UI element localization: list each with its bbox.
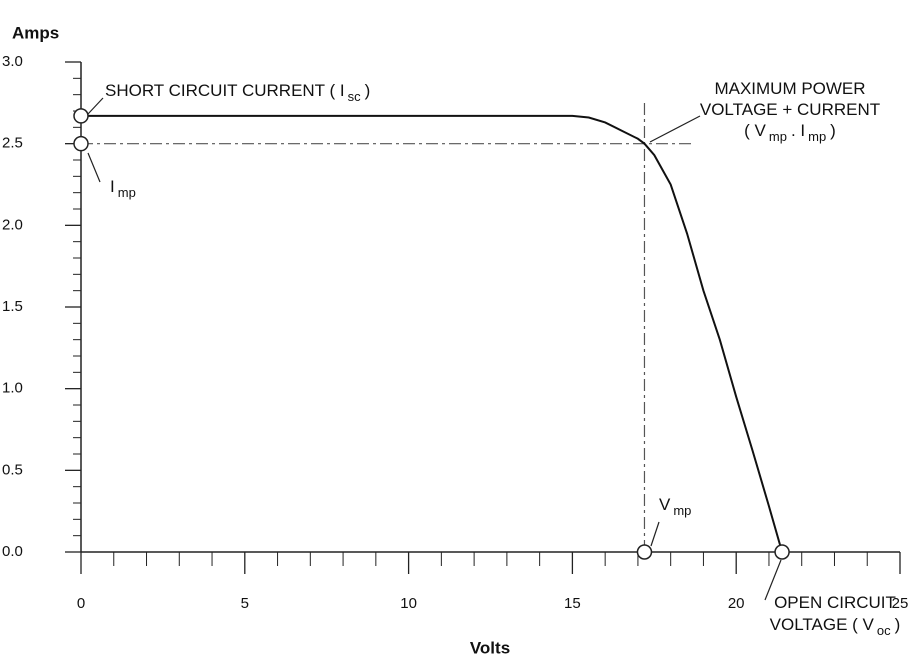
x-tick-label: 0 [77, 595, 85, 612]
annotation: VOLTAGE + CURRENT [700, 100, 880, 119]
leader-line [764, 559, 782, 601]
annotation: MAXIMUM POWER [714, 79, 865, 98]
x-tick-label: 5 [241, 595, 249, 612]
annotation-text: ) [895, 615, 901, 634]
leader-line [87, 97, 104, 115]
y-tick-label: 2.5 [2, 135, 23, 152]
point-marker [636, 544, 653, 560]
annotation-subscript: mp [808, 129, 826, 144]
y-tick-label: 1.5 [2, 298, 23, 315]
x-axis-label: Volts [470, 638, 510, 657]
leader-line [87, 152, 101, 183]
point-marker [73, 135, 89, 152]
annotation-subscript: mp [673, 503, 691, 518]
point-marker [73, 108, 89, 124]
y-tick-label: 3.0 [2, 53, 23, 70]
y-tick-label: 1.0 [2, 380, 23, 397]
annotation-text: OPEN CIRCUIT [774, 593, 896, 612]
annotation-subscript: sc [348, 89, 362, 104]
point-marker [774, 544, 790, 560]
annotation-subscript: oc [877, 623, 891, 638]
annotation-subscript: mp [769, 129, 787, 144]
leader-line [650, 521, 660, 547]
y-tick-label: 2.0 [2, 216, 23, 233]
x-tick-label: 25 [892, 595, 909, 612]
annotation-text: ) [365, 81, 371, 100]
annotation: OPEN CIRCUIT [774, 593, 896, 612]
iv-curve [81, 114, 784, 553]
annotation-text: V [659, 495, 671, 514]
y-tick-label: 0.5 [2, 461, 23, 478]
annotation-text: . I [791, 121, 805, 140]
annotation-text: MAXIMUM POWER [714, 79, 865, 98]
y-tick-label: 0.0 [2, 543, 23, 560]
x-tick-label: 10 [400, 595, 417, 612]
annotation-text: VOLTAGE ( V [770, 615, 875, 634]
x-tick-label: 20 [728, 595, 745, 612]
annotation-subscript: mp [118, 185, 136, 200]
y-axis-label: Amps [12, 23, 59, 42]
annotation-text: SHORT CIRCUIT CURRENT ( I [105, 81, 345, 100]
annotation-text: ( V [744, 121, 766, 140]
annotation-text: ) [830, 121, 836, 140]
leader-line [649, 115, 701, 143]
x-tick-label: 15 [564, 595, 581, 612]
annotation-text: I [110, 177, 115, 196]
annotation-text: VOLTAGE + CURRENT [700, 100, 880, 119]
